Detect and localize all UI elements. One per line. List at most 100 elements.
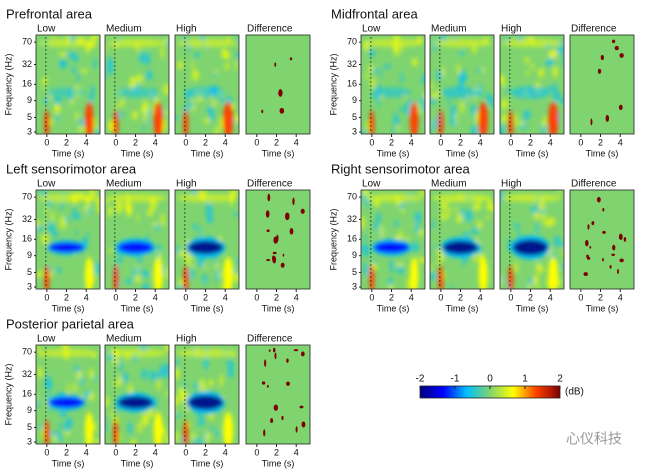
texture [203, 357, 209, 370]
onset-dot [45, 37, 47, 39]
spectrogram [570, 35, 634, 134]
texture [490, 204, 494, 213]
onset-dot [114, 45, 116, 47]
onset-dot [370, 268, 372, 270]
texture [137, 267, 143, 273]
high-freq [363, 39, 423, 47]
onset-dot [184, 236, 186, 238]
texture [387, 285, 395, 289]
texture [400, 71, 404, 85]
y-tick-label: 70 [22, 347, 32, 357]
onset-dot [184, 351, 186, 353]
texture [430, 98, 437, 105]
texture [115, 200, 123, 214]
onset-dot [184, 204, 186, 206]
x-tick-label: 4 [548, 137, 553, 147]
onset-dot [370, 105, 372, 107]
texture [88, 391, 95, 401]
onset-dot [509, 89, 511, 91]
spectrogram [500, 35, 564, 134]
onset-dot [439, 280, 441, 282]
texture [141, 270, 150, 279]
onset-dot [370, 196, 372, 198]
high-freq [432, 194, 492, 202]
texture [116, 375, 122, 387]
onset-dot [114, 347, 116, 349]
onset-dot [370, 81, 372, 83]
texture [413, 219, 420, 234]
onset-dot [184, 37, 186, 39]
spectrogram [36, 345, 100, 444]
speck [589, 246, 592, 249]
texture [39, 270, 44, 277]
onset-dot [184, 363, 186, 365]
onset-dot [114, 69, 116, 71]
texture [74, 111, 79, 120]
x-tick-label: 4 [223, 137, 228, 147]
texture [191, 68, 200, 81]
texture [486, 215, 490, 220]
texture [514, 112, 518, 127]
onset-dot [45, 53, 47, 55]
texture [458, 73, 466, 85]
onset-dot [370, 53, 372, 55]
texture [544, 60, 553, 67]
onset-dot [114, 415, 116, 417]
x-tick-label: 2 [389, 137, 394, 147]
onset-dot [509, 117, 511, 119]
texture [59, 58, 65, 68]
y-tick-label: 5 [27, 267, 32, 277]
texture [233, 211, 239, 217]
onset-dot [114, 113, 116, 115]
y-tick-label: 32 [347, 214, 357, 224]
panel-frame [174, 189, 240, 290]
speck [286, 381, 290, 386]
panel-label: Medium [431, 24, 467, 35]
texture [202, 431, 206, 444]
panel-frame [569, 189, 635, 290]
onset-dot [184, 49, 186, 51]
x-tick-label: 0 [254, 292, 259, 302]
onset-dot [439, 216, 441, 218]
onset-dot [45, 113, 47, 115]
onset-dot [184, 268, 186, 270]
panel-frame [569, 34, 635, 135]
x-tick-label: 4 [84, 292, 89, 302]
onset-dot [45, 93, 47, 95]
texture [90, 85, 95, 96]
onset-dot [114, 264, 116, 266]
x-tick-label: 2 [274, 137, 279, 147]
onset-dot [184, 359, 186, 361]
x-axis-label: Time (s) [52, 458, 85, 468]
onset-dot [439, 81, 441, 83]
speck [282, 253, 285, 257]
x-tick-label: 2 [133, 447, 138, 457]
onset-dot [439, 224, 441, 226]
spectrogram [246, 190, 310, 289]
speck [267, 193, 271, 202]
texture [361, 128, 366, 134]
x-tick-label: 4 [618, 137, 623, 147]
high-freq [177, 194, 237, 202]
band-core [187, 240, 224, 255]
texture [453, 207, 457, 213]
texture [206, 105, 212, 114]
onset-dot [370, 276, 372, 278]
texture [156, 244, 162, 253]
speck [266, 258, 271, 262]
x-tick-label: 0 [44, 447, 49, 457]
speck [301, 421, 306, 428]
texture [475, 111, 480, 125]
onset-dot [509, 272, 511, 274]
onset-dot [45, 57, 47, 59]
onset-dot [184, 375, 186, 377]
onset-dot [184, 252, 186, 254]
y-tick-label: 70 [22, 192, 32, 202]
texture [185, 252, 192, 266]
texture [378, 225, 381, 238]
onset-dot [370, 244, 372, 246]
onset-dot [439, 53, 441, 55]
onset-dot [370, 284, 372, 286]
texture [392, 126, 396, 134]
onset-dot [114, 276, 116, 278]
